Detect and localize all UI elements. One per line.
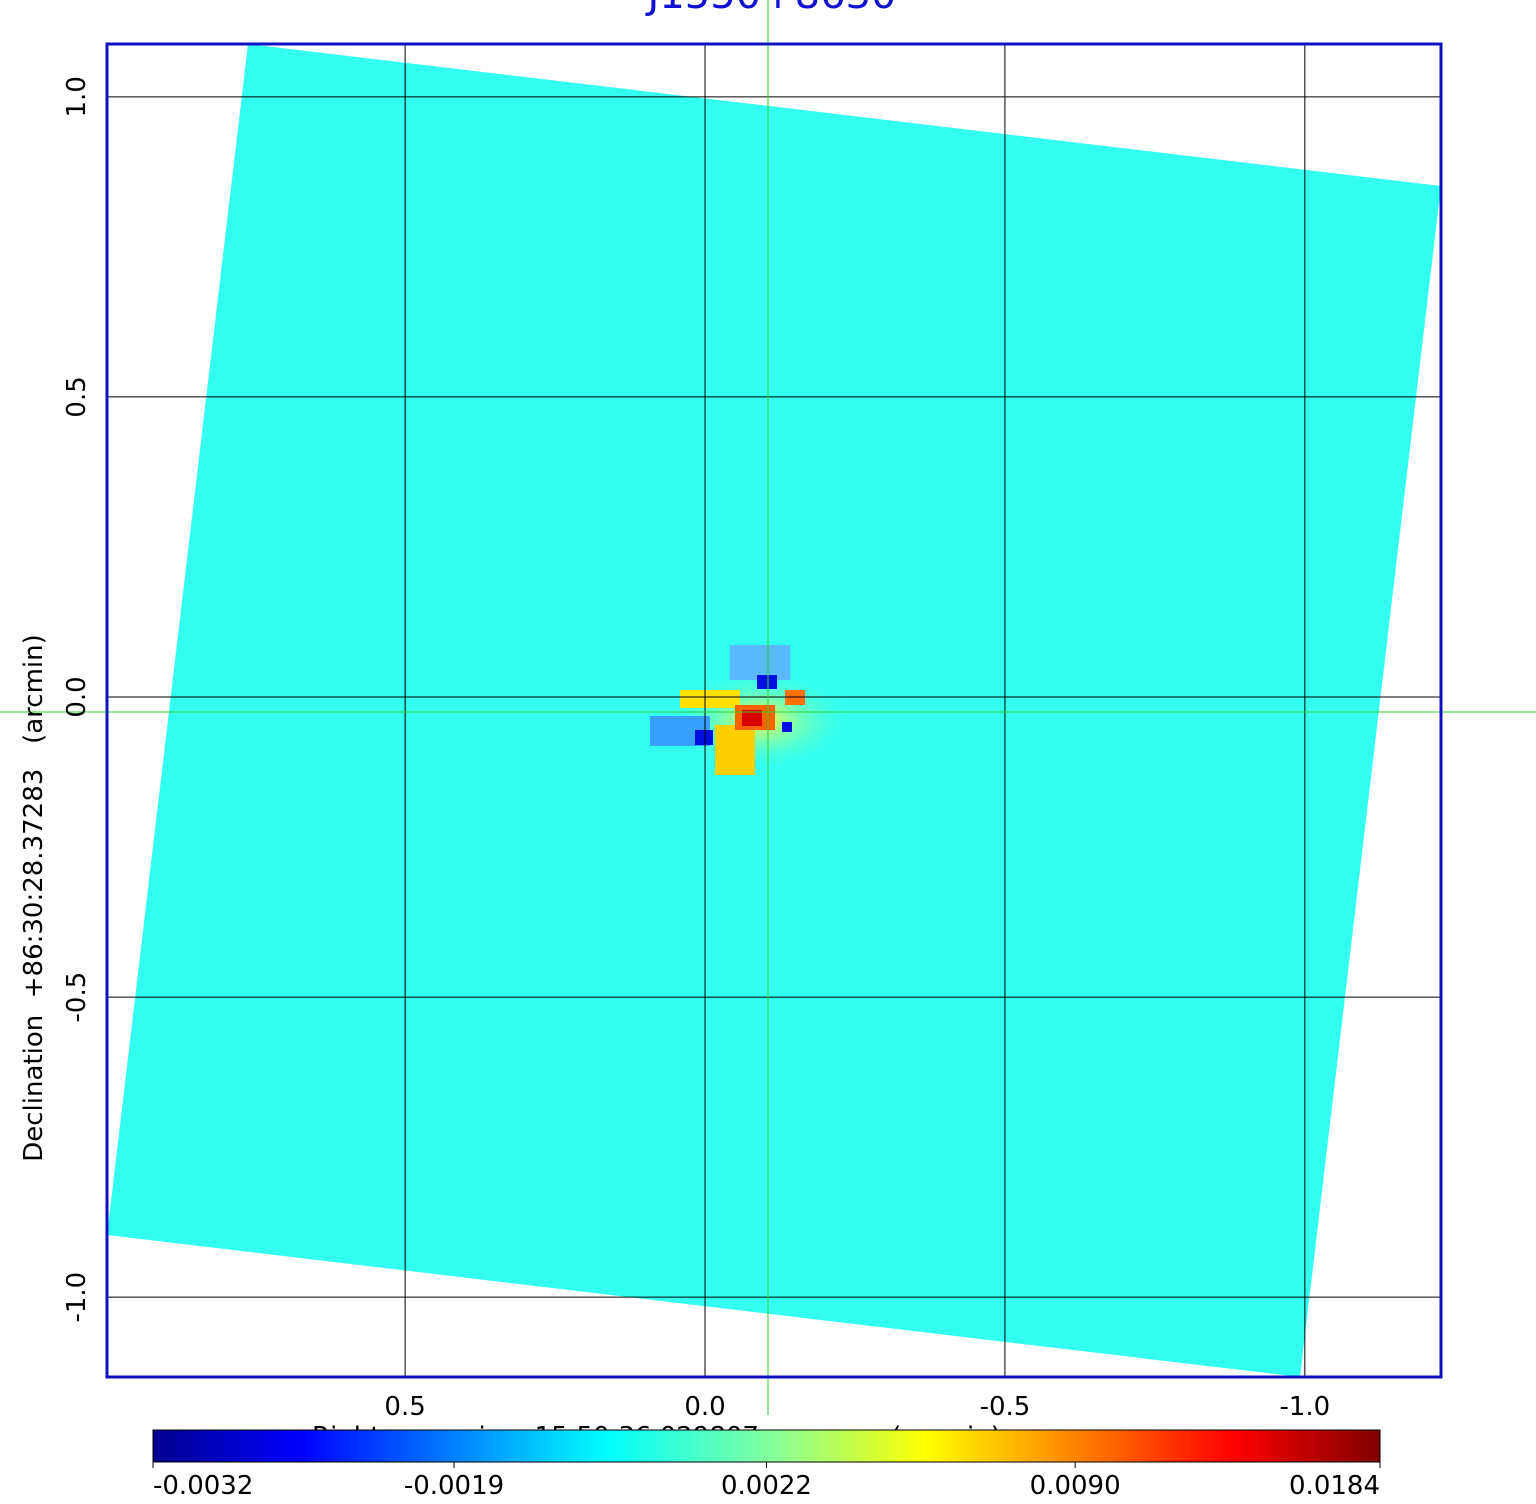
x-tick-label: 0.0: [684, 1392, 725, 1422]
colorbar: [152, 1429, 1381, 1463]
y-tick-label: 0.0: [62, 676, 92, 717]
x-tick-label: -0.5: [980, 1392, 1031, 1422]
colorbar-tick-label: -0.0019: [404, 1471, 504, 1500]
colorbar-tick-label: 0.0184: [1289, 1471, 1380, 1500]
source-pixels: [680, 690, 740, 708]
source-pixels: [782, 722, 792, 732]
colorbar-tick-label: 0.0022: [721, 1471, 812, 1500]
source: [650, 645, 850, 775]
y-tick-label: -0.5: [62, 972, 92, 1023]
x-tick-label: -1.0: [1279, 1392, 1330, 1422]
source-pixels: [785, 690, 805, 705]
y-axis-title: Declination +86:30:28.37283 (arcmin): [19, 634, 49, 1162]
grid: [107, 44, 1441, 1377]
colorbar-tick-label: 0.0090: [1030, 1471, 1121, 1500]
source-pixels: [742, 710, 762, 726]
plot-frame: [105, 42, 1443, 1379]
source-pixels: [715, 725, 755, 775]
x-tick-label: 0.5: [384, 1392, 425, 1422]
chart-title: J1550+8630: [645, 0, 897, 18]
source-pixels: [730, 645, 790, 680]
y-tick-label: 1.0: [62, 76, 92, 117]
y-tick-label: 0.5: [62, 376, 92, 417]
source-pixels: [757, 675, 777, 689]
colorbar-tick-label: -0.0032: [153, 1471, 253, 1500]
source-pixels: [695, 730, 713, 745]
y-tick-label: -1.0: [62, 1272, 92, 1323]
